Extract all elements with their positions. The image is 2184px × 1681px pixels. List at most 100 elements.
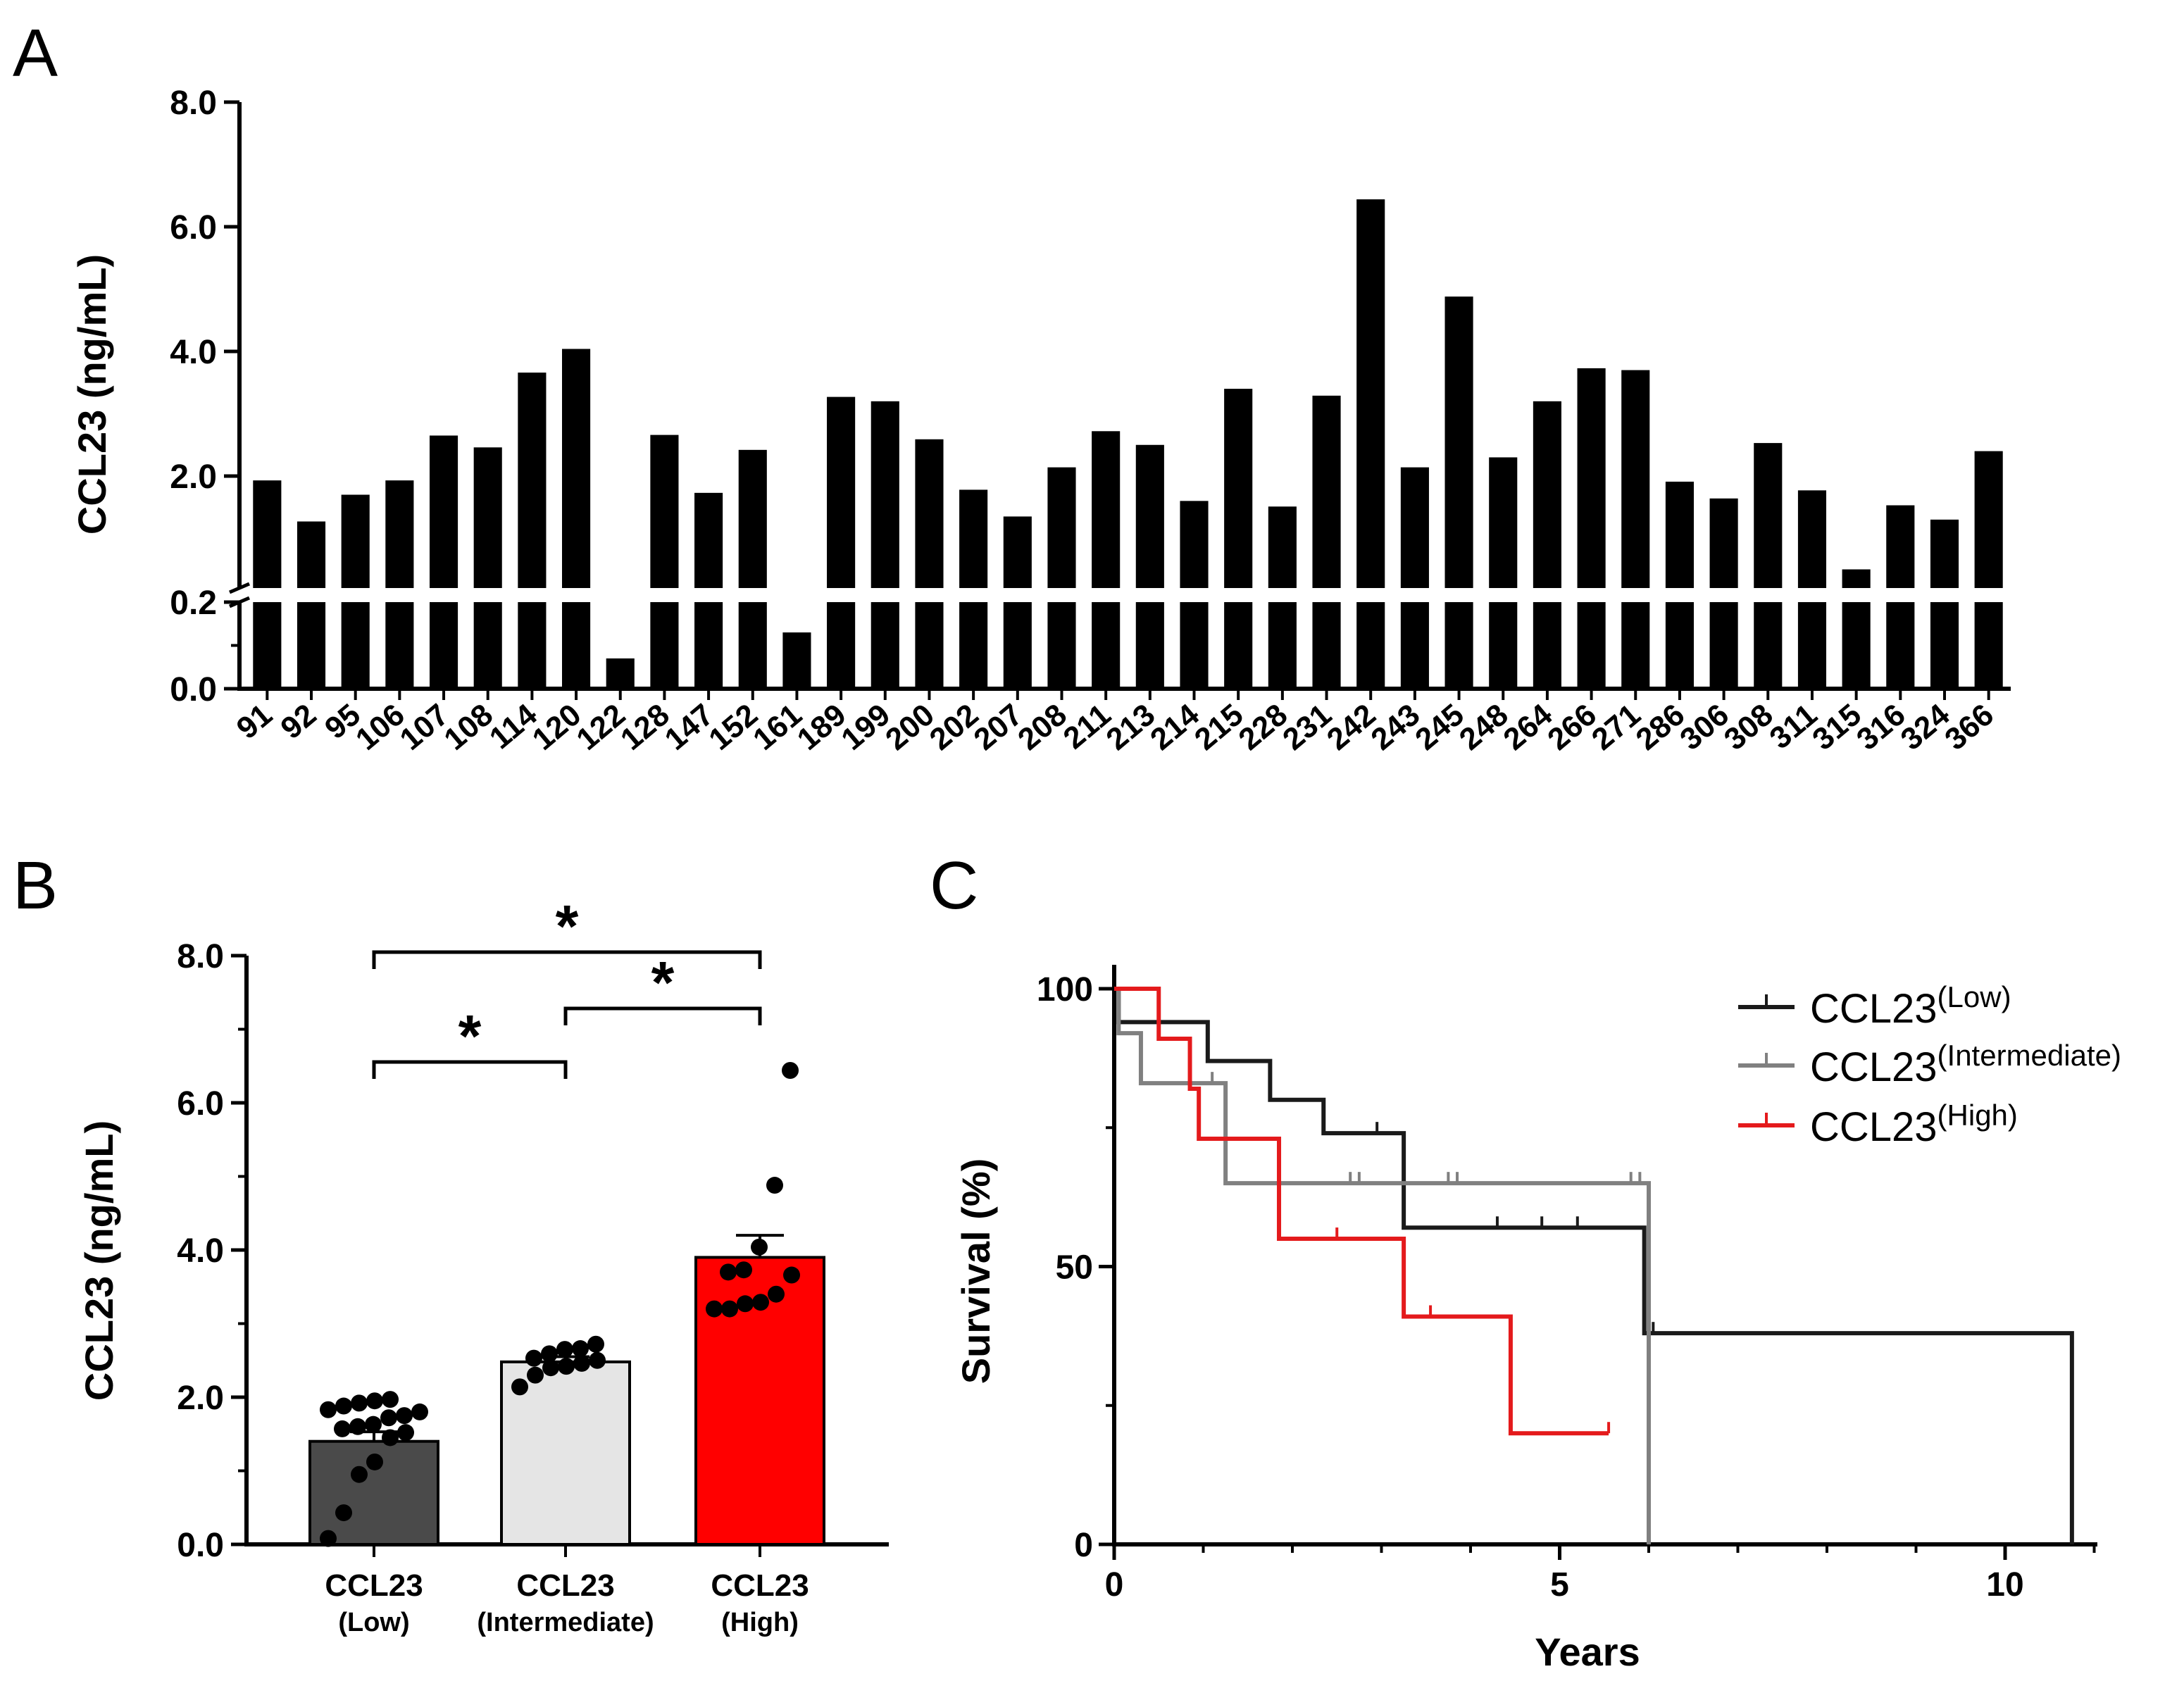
a-x-tick-label: 92 [274,697,323,746]
b-data-point [411,1403,428,1420]
b-data-point [396,1407,413,1425]
panel-b-bars [308,1234,825,1546]
a-bar [1356,199,1385,588]
a-bar [429,602,458,689]
a-bar [871,401,899,588]
a-bar [518,602,547,689]
a-bar [915,602,944,689]
a-bar [297,521,326,588]
panel-a-x-tick-labels: 9192951061071081141201221281471521611891… [230,697,2000,757]
a-bar [1709,602,1738,689]
a-bar [1268,602,1297,689]
c-legend-name: CCL23 [1810,1044,1937,1090]
panel-b: B CCL23 (ng/mL) 0.0 2.0 4.0 6.0 8.0 * * * CCL2… [13,848,889,1637]
b-data-point [382,1391,399,1408]
b-data-point [751,1238,768,1256]
a-y-tick-label: 2.0 [170,458,217,496]
a-bar [562,602,591,689]
a-bar [1974,451,2003,588]
b-significance-bracket [563,1006,762,1025]
b-significance-star: * [651,949,675,1016]
b-data-point [558,1358,575,1375]
b-data-point [527,1366,544,1384]
a-bar [1577,368,1606,588]
a-y-tick-label: 8.0 [170,85,217,122]
a-bar [959,602,988,689]
b-y-tick-label: 6.0 [177,1085,224,1123]
a-bar [1224,389,1253,588]
a-bar [1092,431,1121,588]
a-bar [562,349,591,588]
c-survival-curve [1114,987,1609,1436]
a-x-tick-label: 91 [230,697,279,746]
a-bar [1444,602,1473,689]
a-bar [1709,498,1738,588]
a-bar [606,658,635,689]
a-bar [1312,395,1341,588]
a-bar [782,632,811,689]
c-y-tick-label: 50 [1056,1249,1093,1287]
a-bar [1886,505,1915,588]
panel-c-axes: 0 50 100 0 5 10 [1037,965,2097,1604]
a-bar [738,602,767,689]
panel-a: A CCL23 (ng/mL) 0.0 0.2 2.0 4.0 6.0 8.0 91929… [13,15,2011,757]
c-legend-superscript: (Low) [1937,980,2011,1013]
b-bar [500,1360,631,1546]
panel-b-category-labels: CCL23 (Low) CCL23 (Intermediate) CCL23 (High) [325,1568,809,1637]
b-data-point [573,1354,590,1372]
a-x-tick-label: 366 [1938,697,2000,757]
b-category-label: CCL23 [516,1568,614,1603]
a-bar [473,602,502,689]
a-y-tick-label: 0.2 [170,585,217,622]
b-data-point [382,1429,399,1446]
a-bar [385,480,414,588]
b-category-label: CCL23 [325,1568,423,1603]
b-data-point [365,1416,382,1433]
b-y-tick-label: 4.0 [177,1232,224,1270]
panel-c-curves [1114,987,2074,1544]
b-data-point [782,1062,799,1080]
b-category-sublabel: (Intermediate) [477,1608,654,1637]
a-bar [1444,296,1473,588]
b-y-tick-label: 0.0 [177,1527,224,1564]
a-bar [915,439,944,588]
b-data-point [334,1420,351,1437]
b-data-point [335,1504,352,1522]
a-bar [1842,569,1871,588]
panel-a-y-axis-title: CCL23 (ng/mL) [70,254,114,535]
a-bar [1533,602,1561,689]
b-category-sublabel: (High) [721,1608,799,1637]
a-bar [1489,602,1518,689]
panel-b-points [320,1062,800,1547]
b-data-point [366,1392,383,1410]
a-bar [1003,602,1032,689]
b-data-point [706,1300,723,1318]
b-significance-star: * [458,1003,482,1069]
a-bar [1180,602,1209,689]
a-bar [1842,602,1871,689]
a-bar [694,602,723,689]
b-data-point [720,1263,737,1281]
a-bar [694,492,723,588]
a-bar [1047,602,1076,689]
a-y-tick-label: 6.0 [170,209,217,246]
a-bar [1356,602,1385,689]
panel-label-a: A [13,15,58,91]
a-bar [1797,602,1827,689]
panel-b-significance: * * * [372,893,762,1079]
a-bar [385,602,414,689]
b-data-point [737,1295,754,1313]
b-data-point [351,1466,368,1483]
a-bar [959,489,988,588]
c-y-tick-label: 100 [1037,971,1093,1008]
b-data-point [525,1349,542,1367]
c-legend-superscript: (High) [1937,1099,2018,1132]
a-bar [1268,506,1297,588]
a-bar [738,449,767,588]
a-axis-break-mark [229,582,250,594]
b-significance-bracket [372,950,762,969]
a-bar [1665,602,1694,689]
b-data-point [768,1285,785,1303]
a-bar [871,602,899,689]
a-bar [1665,481,1694,588]
